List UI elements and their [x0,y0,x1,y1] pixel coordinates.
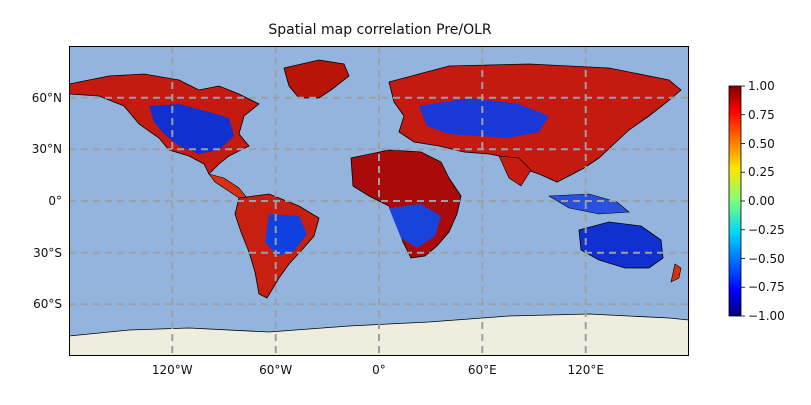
lat-label-60s: 60°S [33,297,62,311]
world-map [69,46,689,356]
cbar-tick-neg0.75: −0.75 [748,280,785,294]
lon-axis: 120°W 60°W 0° 60°E 120°E [152,363,604,377]
lat-label-30s: 30°S [33,246,62,260]
cbar-tick-neg0.25: −0.25 [748,223,785,237]
lat-axis: 60°N 30°N 0° 30°S 60°S [32,91,62,311]
cbar-tick-1.00: 1.00 [748,80,775,93]
lon-label-120e: 120°E [567,363,604,377]
india [498,155,532,187]
cbar-tick-neg1.00: −1.00 [748,309,785,323]
lon-label-60e: 60°E [468,363,497,377]
colorbar: 1.00 0.75 0.50 0.25 0.00 −0.25 −0.50 −0.… [728,80,785,323]
colorbar-gradient [728,85,742,317]
cbar-tick-0.25: 0.25 [748,165,775,179]
south-america-blue-region [265,214,307,256]
cbar-tick-neg0.50: −0.50 [748,252,785,266]
lat-label-30n: 30°N [32,142,62,156]
map-frame [69,46,689,356]
lon-label-120w: 120°W [152,363,193,377]
eurasia-blue-region [419,98,549,138]
greenland [283,59,350,99]
new-zealand [670,263,682,283]
africa-blue-region [389,204,441,248]
cbar-tick-0.50: 0.50 [748,137,775,151]
gridlines [69,46,689,356]
cbar-tick-0.00: 0.00 [748,194,775,208]
north-america-blue-region [149,104,234,154]
lon-label-0: 0° [372,363,386,377]
map-title: Spatial map correlation Pre/OLR [268,22,492,38]
lat-label-60n: 60°N [32,91,62,105]
cbar-tick-0.75: 0.75 [748,108,775,122]
lat-label-0: 0° [48,194,62,208]
maritime-continent [547,193,630,215]
lon-label-60w: 60°W [259,363,292,377]
australia [578,221,664,269]
